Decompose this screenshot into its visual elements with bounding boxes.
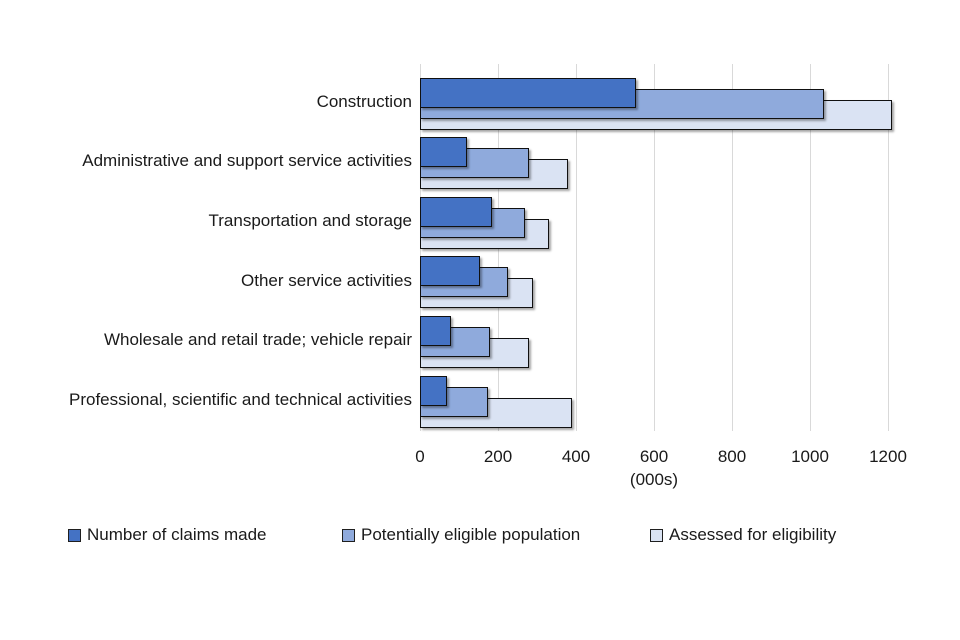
bar xyxy=(420,77,637,108)
gridline xyxy=(732,64,733,431)
x-axis-tick-label: 800 xyxy=(717,447,747,466)
x-axis-tick-label: 200 xyxy=(483,447,513,466)
category-label: Wholesale and retail trade; vehicle repa… xyxy=(103,330,412,350)
x-axis-tick-label: 0 xyxy=(415,447,425,466)
legend-swatch xyxy=(68,528,81,542)
category-label: Administrative and support service activ… xyxy=(82,151,412,171)
legend-swatch xyxy=(650,528,663,542)
legend-item: Potentially eligible population xyxy=(342,524,580,546)
bar xyxy=(420,137,467,168)
legend-swatch xyxy=(342,528,355,542)
legend-label: Number of claims made xyxy=(87,525,267,544)
category-label: Construction xyxy=(316,91,412,111)
bar xyxy=(420,375,448,406)
x-axis-tick-label: 1000 xyxy=(791,447,829,466)
x-axis-tick-label: 600 xyxy=(639,447,669,466)
category-label: Professional, scientific and technical a… xyxy=(69,389,412,409)
bar xyxy=(420,315,452,346)
x-axis-tick-label: 1200 xyxy=(869,447,907,466)
category-label: Transportation and storage xyxy=(208,211,413,230)
gridline xyxy=(888,64,889,431)
bar xyxy=(420,196,493,227)
bar xyxy=(420,256,481,287)
category-label: Other service activities xyxy=(241,270,412,290)
gridline xyxy=(576,64,577,431)
x-axis-unit-label: (000s) xyxy=(629,470,679,489)
x-axis-tick-label: 400 xyxy=(561,447,591,466)
legend-label: Assessed for eligibility xyxy=(669,525,837,544)
legend-label: Potentially eligible population xyxy=(361,525,581,544)
gridline xyxy=(810,64,811,431)
legend-item: Assessed for eligibility xyxy=(650,524,836,546)
legend-item: Number of claims made xyxy=(68,524,267,546)
gridline xyxy=(654,64,655,431)
